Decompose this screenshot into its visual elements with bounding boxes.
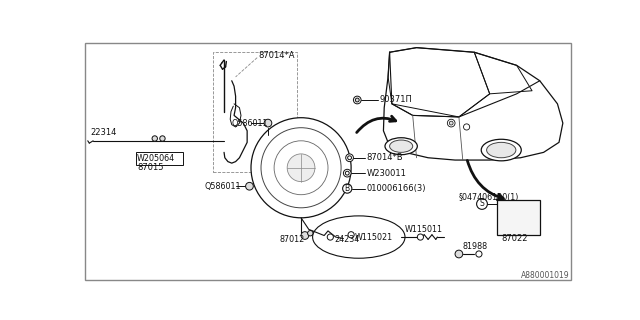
Circle shape (346, 154, 353, 162)
Text: 87022: 87022 (501, 234, 528, 243)
Circle shape (455, 250, 463, 258)
Circle shape (449, 121, 453, 125)
Circle shape (251, 118, 351, 218)
Circle shape (476, 251, 482, 257)
Circle shape (308, 230, 313, 236)
Text: W115021: W115021 (355, 233, 393, 242)
Ellipse shape (486, 142, 516, 158)
Text: Q586011: Q586011 (232, 119, 268, 128)
Ellipse shape (390, 140, 413, 152)
Text: W205064: W205064 (137, 154, 175, 163)
Circle shape (327, 234, 333, 240)
Circle shape (417, 234, 424, 240)
Text: 90371Π: 90371Π (380, 95, 412, 105)
Text: 87014*A: 87014*A (259, 51, 295, 60)
Circle shape (348, 156, 351, 160)
Ellipse shape (481, 139, 521, 161)
Text: 24234: 24234 (334, 235, 360, 244)
Circle shape (342, 184, 352, 193)
Circle shape (447, 119, 455, 127)
Text: 87015: 87015 (137, 163, 164, 172)
Text: W115011: W115011 (405, 225, 443, 234)
Text: S: S (479, 199, 484, 208)
Text: W230011: W230011 (367, 169, 406, 178)
Circle shape (344, 169, 351, 177)
Circle shape (353, 96, 361, 104)
Circle shape (355, 98, 359, 102)
Circle shape (463, 124, 470, 130)
FancyArrowPatch shape (356, 116, 396, 132)
Text: 81988: 81988 (463, 242, 488, 251)
Circle shape (160, 136, 165, 141)
Text: 87014*B: 87014*B (367, 153, 403, 162)
Circle shape (246, 182, 253, 190)
Text: §047406120(1): §047406120(1) (459, 193, 519, 202)
Bar (136, 152, 183, 165)
Text: Q586011: Q586011 (205, 182, 241, 191)
Bar (497, 200, 540, 235)
Circle shape (477, 198, 488, 209)
Text: B: B (345, 184, 350, 193)
Text: 010006166(3): 010006166(3) (367, 184, 426, 193)
Circle shape (264, 119, 272, 127)
Circle shape (346, 171, 349, 175)
Bar (212, 52, 297, 172)
Text: 87012: 87012 (280, 235, 305, 244)
Text: 22314: 22314 (91, 128, 117, 137)
Circle shape (301, 232, 308, 239)
Text: A880001019: A880001019 (520, 271, 569, 280)
Circle shape (287, 154, 315, 182)
FancyArrowPatch shape (467, 160, 503, 200)
Circle shape (152, 136, 157, 141)
Ellipse shape (385, 138, 417, 155)
Circle shape (348, 232, 354, 238)
